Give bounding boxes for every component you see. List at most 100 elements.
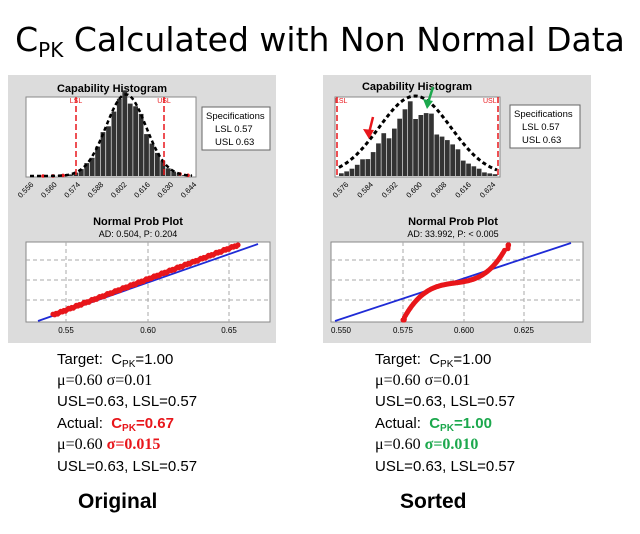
lsl-label: LSL: [70, 98, 83, 105]
histogram-bar: [116, 98, 122, 176]
specifications-box: [509, 104, 581, 149]
right-target-usl-lsl: USL=0.63, LSL=0.57: [375, 393, 516, 410]
spec-usl: USL 0.63: [215, 137, 254, 148]
prob-plot-grid: [331, 242, 583, 322]
histogram-tick-label: 0.616: [132, 180, 152, 200]
curve-marker: [61, 173, 65, 178]
histogram-bar: [122, 90, 128, 176]
left-capability-panel: Capability Histogram LSL USL 0.556 0.560 0…: [8, 75, 276, 343]
histogram-bar: [487, 173, 493, 176]
histogram-bar: [165, 168, 171, 176]
histogram-bar: [381, 133, 387, 176]
histogram-bar: [78, 169, 84, 176]
histogram-plot-area: [25, 96, 197, 178]
histogram-bar: [144, 134, 149, 176]
lsl-label: LSL: [335, 98, 348, 105]
prob-tick: 0.550: [331, 326, 352, 335]
spec-lsl: LSL 0.57: [522, 122, 560, 133]
histogram-bar: [476, 168, 482, 176]
histogram-bar: [149, 143, 155, 176]
histogram-bar: [482, 172, 487, 176]
histogram-bar: [106, 126, 111, 176]
histogram-tick-label: 0.644: [179, 180, 199, 200]
right-target-mu-sigma: μ=0.60 σ=0.01: [375, 372, 471, 389]
histogram-tick-label: 0.556: [16, 180, 36, 200]
histogram-bar: [413, 119, 418, 176]
histogram-tick-label: 0.600: [404, 180, 424, 200]
histogram-bar: [402, 109, 408, 176]
histogram-tick-label: 0.608: [429, 180, 449, 200]
histogram-x-ticks: 0.576 0.584 0.592 0.600 0.608 0.616 0.624: [331, 180, 498, 200]
histogram-bar: [397, 118, 402, 176]
histogram-bar: [407, 101, 413, 176]
histogram-tick-label: 0.574: [62, 180, 82, 200]
histogram-tick-label: 0.602: [109, 180, 129, 200]
left-target-mu-sigma: μ=0.60 σ=0.01: [57, 372, 153, 389]
prob-tick: 0.575: [393, 326, 414, 335]
histogram-tick-label: 0.592: [380, 180, 400, 200]
green-arrow-icon: [423, 86, 435, 109]
prob-plot-points: [400, 242, 512, 323]
histogram-bar: [386, 138, 392, 176]
spec-title: Specifications: [514, 109, 573, 120]
histogram-title: Capability Histogram: [362, 81, 472, 93]
prob-tick: 0.625: [514, 326, 535, 335]
histogram-bar: [455, 149, 461, 176]
histogram-bar: [111, 111, 117, 176]
prob-tick: 0.600: [454, 326, 475, 335]
right-actual-line: Actual: CPK=1.00: [375, 415, 492, 434]
histogram-bar: [423, 113, 429, 176]
right-capability-panel: Capability Histogram LSL USL 0.576 0.584 0…: [323, 75, 591, 343]
left-target-usl-lsl: USL=0.63, LSL=0.57: [57, 393, 198, 410]
histogram-bar: [370, 152, 376, 176]
histogram-bar: [95, 146, 100, 176]
spec-usl: USL 0.63: [522, 135, 561, 146]
histogram-x-ticks: 0.556 0.560 0.574 0.588 0.602 0.616 0.630 0.644: [16, 180, 199, 200]
right-caption: Sorted: [400, 490, 467, 513]
histogram-bar: [171, 171, 177, 176]
prob-tick: 0.65: [221, 326, 237, 335]
histogram-bar: [354, 164, 360, 176]
prob-point: [506, 242, 512, 248]
histogram-bar: [445, 140, 450, 176]
histogram-bar: [365, 159, 371, 176]
histogram-bar: [392, 128, 397, 176]
right-target-line: Target: CPK=1.00: [375, 351, 492, 370]
histogram-bar: [349, 168, 355, 176]
left-actual-mu-sigma: μ=0.60 σ=0.015: [57, 436, 161, 453]
histogram-bar: [429, 113, 434, 176]
histogram-bar: [360, 159, 365, 176]
histogram-bar: [466, 163, 471, 176]
histogram-tick-label: 0.624: [478, 180, 498, 200]
histogram-bar: [127, 103, 133, 176]
histogram-tick-label: 0.560: [39, 180, 59, 200]
histogram-bar: [460, 160, 466, 176]
histogram-bar: [492, 174, 498, 176]
left-actual-line: Actual: CPK=0.67: [57, 415, 174, 434]
left-target-line: Target: CPK=1.00: [57, 351, 174, 370]
red-arrow-icon: [363, 116, 375, 139]
specifications-box: [201, 106, 271, 151]
histogram-bar: [84, 163, 90, 176]
usl-label: USL: [483, 98, 497, 105]
histogram-bar: [100, 132, 106, 176]
histogram-bar: [450, 144, 455, 176]
left-actual-usl-lsl: USL=0.63, LSL=0.57: [57, 458, 198, 475]
prob-tick: 0.55: [58, 326, 74, 335]
histogram-bar: [439, 136, 445, 176]
spec-title: Specifications: [206, 111, 265, 122]
prob-plot-stats: AD: 33.992, P: < 0.005: [407, 229, 498, 239]
histogram-tick-label: 0.584: [355, 180, 375, 200]
histogram-tick-label: 0.576: [331, 180, 351, 200]
histogram-bar: [418, 115, 424, 176]
right-actual-mu-sigma: μ=0.60 σ=0.010: [375, 436, 479, 453]
curve-marker: [41, 174, 45, 178]
histogram-tick-label: 0.630: [155, 180, 175, 200]
histogram-bar: [138, 113, 144, 176]
right-actual-usl-lsl: USL=0.63, LSL=0.57: [375, 458, 516, 475]
histogram-bar: [89, 157, 95, 176]
prob-plot-stats: AD: 0.504, P: 0.204: [99, 229, 178, 239]
histogram-bars: [339, 101, 498, 176]
histogram-tick-label: 0.616: [453, 180, 473, 200]
histogram-bar: [68, 174, 73, 176]
